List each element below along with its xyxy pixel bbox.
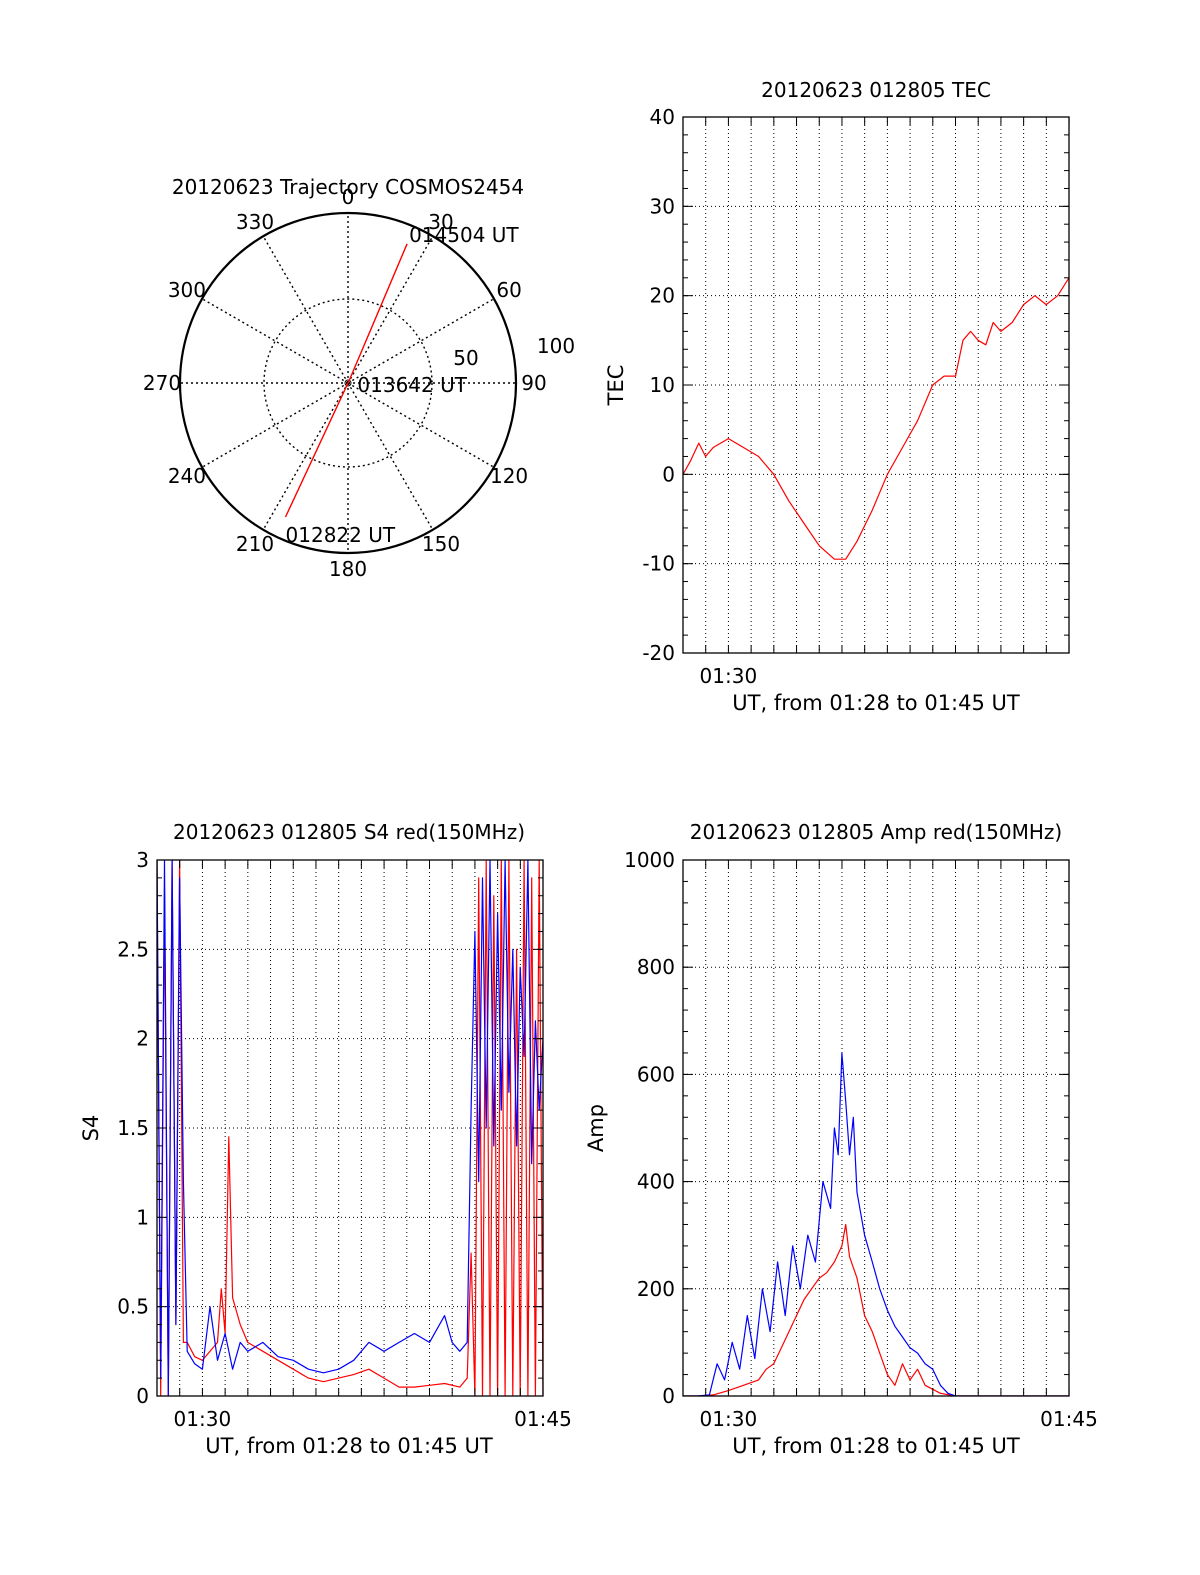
polar-angle-label: 60	[496, 278, 521, 302]
amp-ytick-label: 0	[662, 1384, 675, 1408]
polar-angle-label: 150	[422, 532, 460, 556]
polar-angle-label: 270	[143, 371, 181, 395]
polar-center	[344, 379, 352, 387]
tec-ylabel: TEC	[604, 365, 628, 407]
trajectory-title: 20120623 Trajectory COSMOS2454	[172, 175, 524, 199]
s4-ytick-label: 2.5	[117, 937, 149, 961]
s4-xtick-label: 01:45	[514, 1407, 572, 1431]
polar-spoke	[263, 237, 349, 384]
polar-angle-label: 330	[236, 210, 274, 234]
amp-ytick-label: 200	[637, 1277, 675, 1301]
polar-angle-label: 180	[329, 557, 367, 581]
polar-angle-label: 90	[521, 371, 546, 395]
s4-ytick-label: 1.5	[117, 1116, 149, 1140]
amp-plot: 20120623 012805 Amp red(150MHz) UT, from…	[584, 820, 1098, 1458]
s4-ytick-label: 1	[136, 1205, 149, 1229]
s4-series-1	[157, 860, 543, 1396]
s4-ytick-label: 0.5	[117, 1295, 149, 1319]
polar-inner-ring	[263, 298, 433, 468]
polar-grid	[178, 211, 518, 555]
polar-spoke	[347, 237, 433, 384]
tec-ytick-label: -10	[642, 552, 675, 576]
tec-ytick-label: 0	[662, 462, 675, 486]
amp-ytick-label: 600	[637, 1062, 675, 1086]
polar-angle-label: 210	[236, 532, 274, 556]
amp-ytick-label: 400	[637, 1170, 675, 1194]
s4-xtick-label: 01:30	[174, 1407, 232, 1431]
polar-angle-label: 120	[490, 464, 528, 488]
polar-time-label: 012822 UT	[286, 523, 396, 547]
amp-frame	[682, 859, 1070, 1397]
s4-title: 20120623 012805 S4 red(150MHz)	[173, 820, 525, 844]
amp-xtick-label: 01:30	[700, 1407, 758, 1431]
amp-ytick-label: 800	[637, 955, 675, 979]
polar-angle-label: 300	[168, 278, 206, 302]
s4-axes: 0 0.5 1 1.5 2 2.5 3 01:30 01:45	[117, 848, 572, 1431]
polar-track: 012822 UT 013642 UT 014504 UT	[284, 223, 519, 547]
amp-ylabel: Amp	[584, 1104, 608, 1152]
polar-track-line	[284, 243, 408, 518]
amp-axes: 0 200 400 600 800 1000 01:30 01:45	[624, 848, 1098, 1431]
s4-ylabel: S4	[79, 1115, 103, 1142]
amp-title: 20120623 012805 Amp red(150MHz)	[690, 820, 1062, 844]
tec-series-group	[683, 277, 1069, 560]
polar-angle-label: 30	[428, 210, 453, 234]
polar-spoke	[202, 298, 349, 384]
amp-xtick-label: 01:45	[1040, 1407, 1098, 1431]
polar-time-label: 014504 UT	[409, 223, 519, 247]
tec-ytick-label: 40	[650, 105, 675, 129]
s4-xlabel: UT, from 01:28 to 01:45 UT	[205, 1434, 493, 1458]
s4-series-0	[157, 860, 543, 1396]
amp-xlabel: UT, from 01:28 to 01:45 UT	[732, 1434, 1020, 1458]
polar-radial-label: 50	[453, 346, 478, 370]
s4-plot: 20120623 012805 S4 red(150MHz) UT, from …	[79, 820, 572, 1458]
tec-ytick-label: 10	[650, 373, 675, 397]
amp-series-0	[683, 1223, 1069, 1396]
tec-title: 20120623 012805 TEC	[761, 78, 991, 102]
polar-angle-labels: 0 30 60 90 120 150 180 210 240 270 300 330 50 100	[143, 185, 575, 581]
amp-ytick-label: 1000	[624, 848, 675, 872]
s4-ytick-label: 0	[136, 1384, 149, 1408]
polar-time-label: 013642 UT	[357, 373, 467, 397]
amp-series-1	[683, 1052, 1069, 1396]
polar-radial-label: 100	[537, 334, 575, 358]
tec-xlabel: UT, from 01:28 to 01:45 UT	[732, 691, 1020, 715]
polar-spoke	[347, 382, 494, 468]
polar-angle-label: 0	[342, 185, 355, 209]
tec-ytick-label: 30	[650, 194, 675, 218]
tec-plot: 20120623 012805 TEC UT, from 01:28 to 01…	[604, 78, 1070, 715]
s4-ytick-label: 2	[136, 1027, 149, 1051]
tec-ytick-label: 20	[650, 284, 675, 308]
polar-spoke	[202, 382, 349, 468]
tec-xtick-label: 01:30	[700, 664, 758, 688]
s4-series-group	[157, 860, 543, 1396]
polar-angle-label: 240	[168, 464, 206, 488]
s4-ytick-label: 3	[136, 848, 149, 872]
tec-series-0	[683, 277, 1069, 560]
polar-spoke	[347, 382, 433, 529]
tec-ytick-label: -20	[642, 641, 675, 665]
amp-series-group	[683, 1052, 1069, 1396]
trajectory-plot: 20120623 Trajectory COSMOS2454 0 30 60 90 12…	[143, 175, 575, 581]
tec-axes: -20 -10 0 10 20 30 40 01:30	[642, 105, 1070, 688]
polar-outer-ring	[178, 211, 518, 555]
polar-spoke	[347, 298, 494, 384]
